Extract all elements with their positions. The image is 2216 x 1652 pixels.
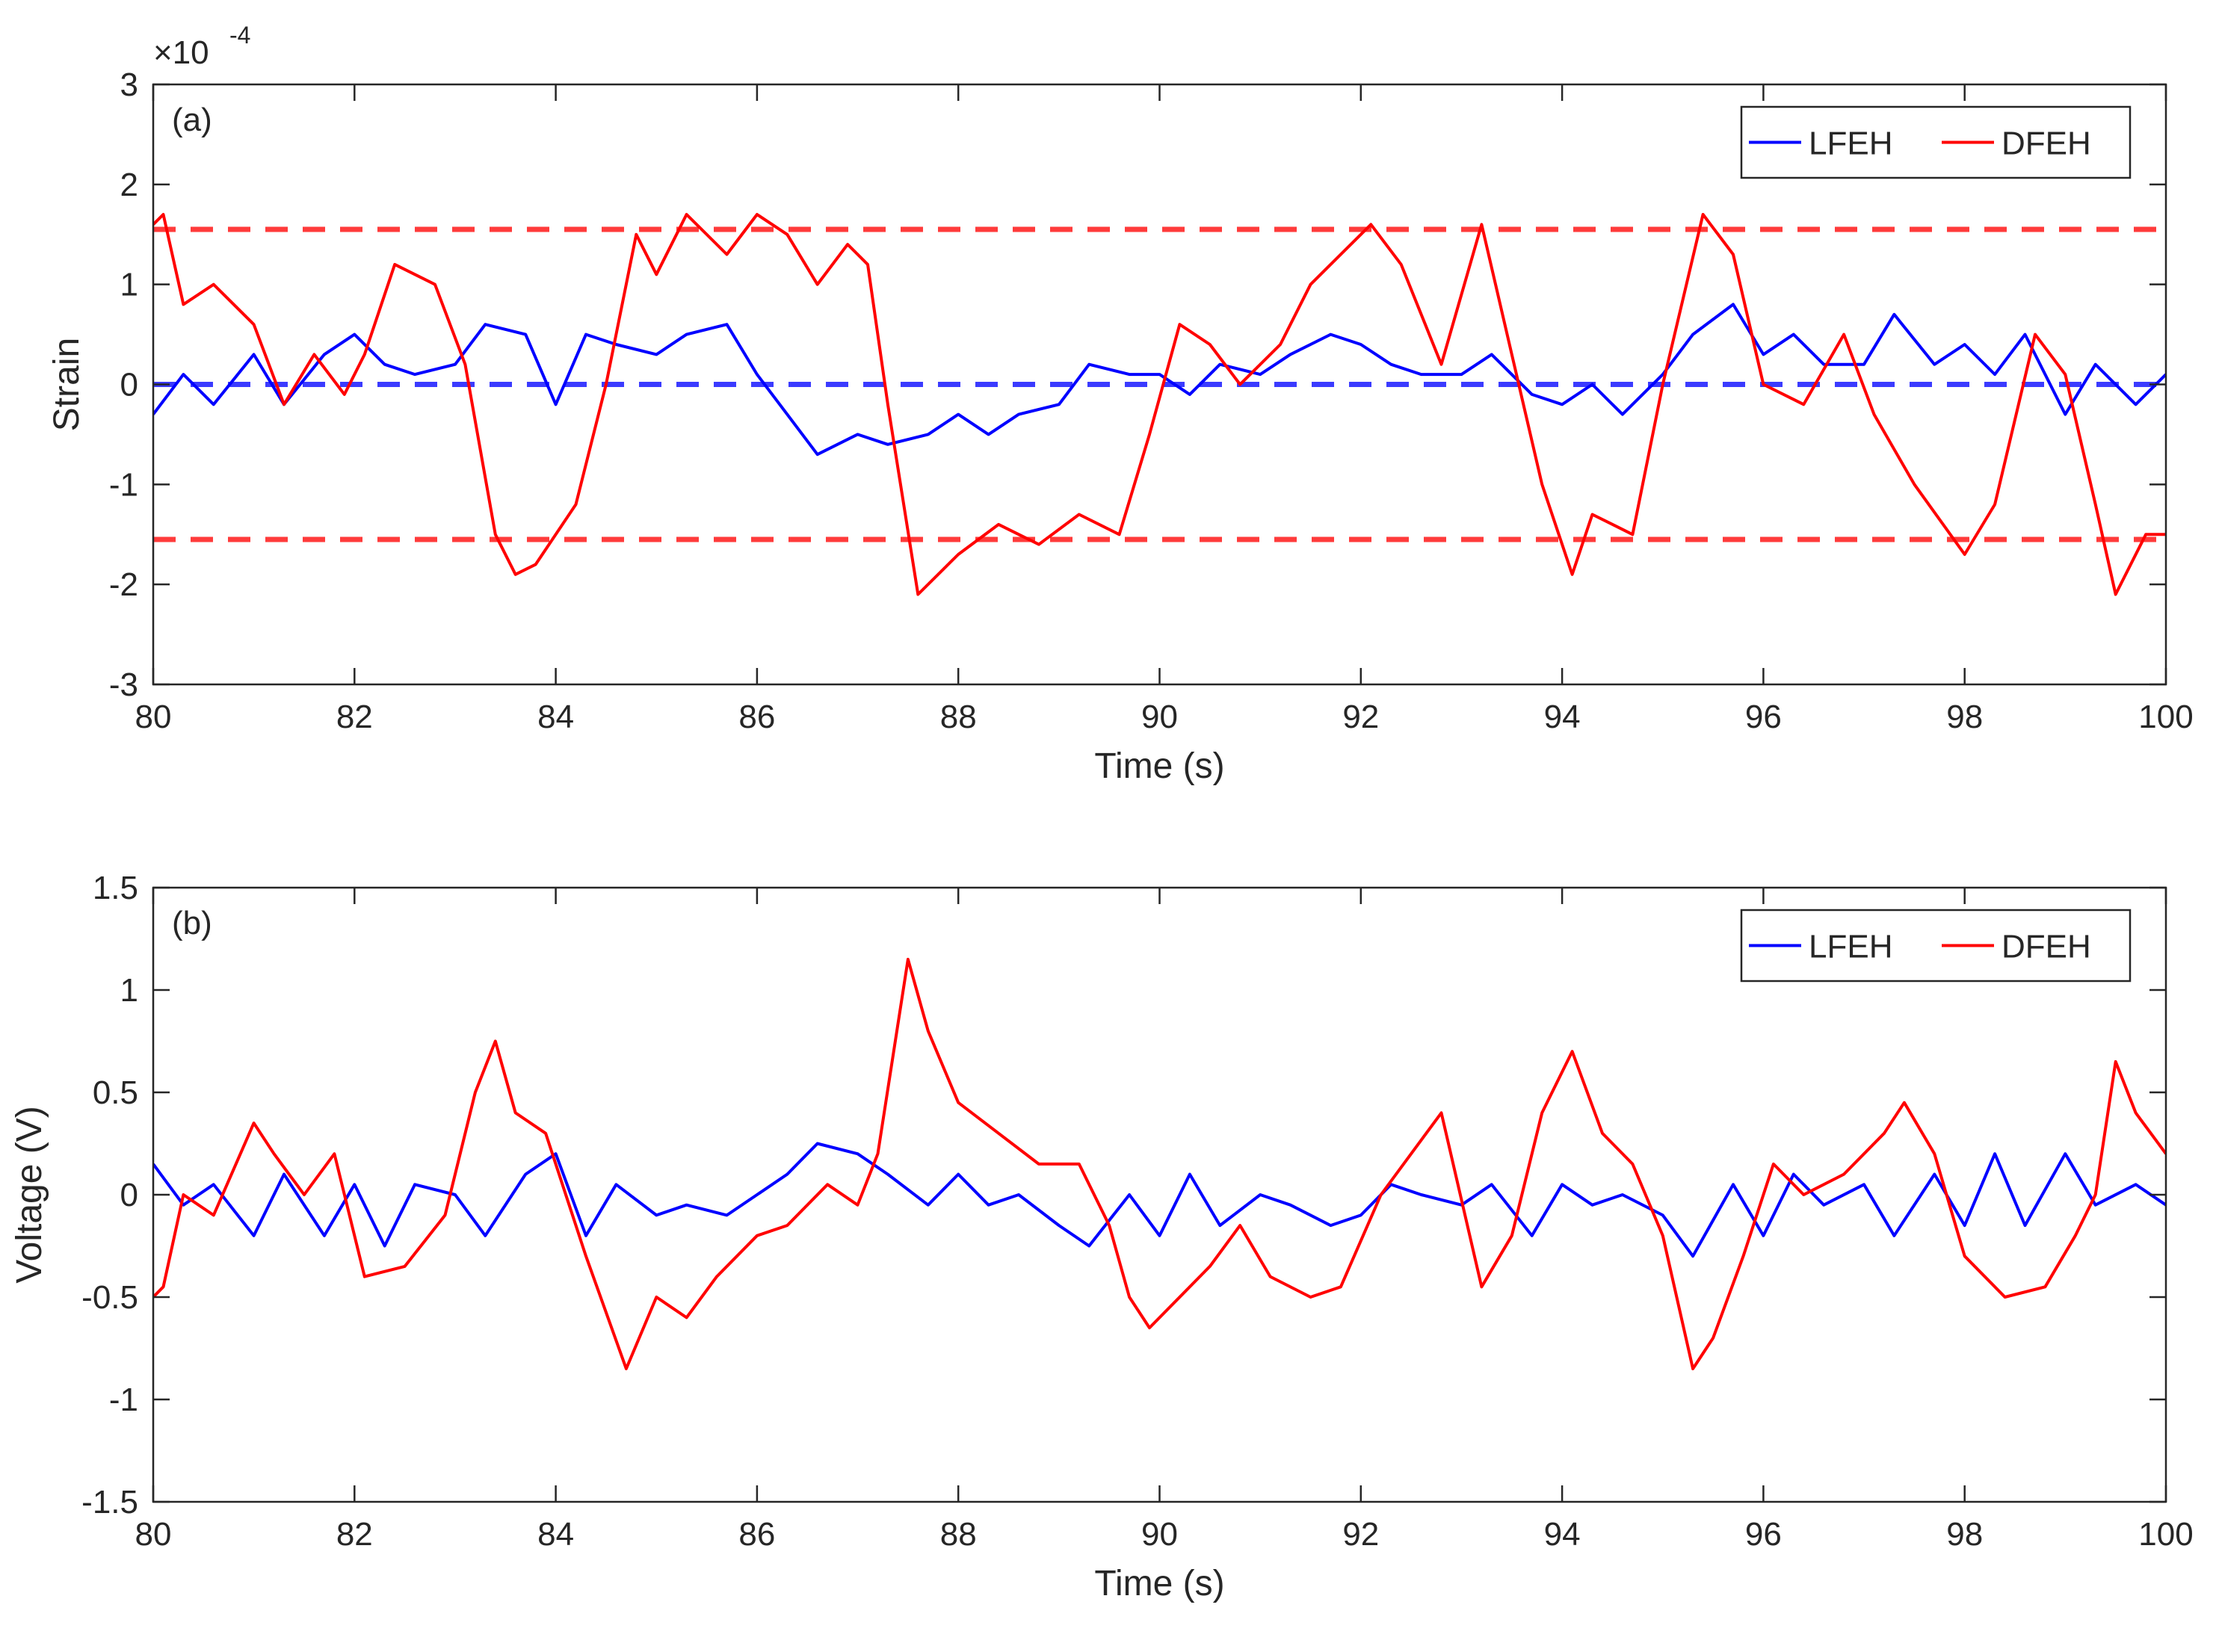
- x-tick-label: 90: [1141, 699, 1178, 735]
- strain-panel: 80 82 84 86 88 90 92 94 96 98 100 -3 -2 -1 0 1 2 3 Time (s…: [47, 22, 2194, 786]
- y-tick-label: 1: [120, 267, 138, 303]
- x-tick-label: 92: [1342, 1516, 1379, 1553]
- legend: LFEH DFEH: [1740, 105, 2132, 179]
- legend-box: [1740, 105, 2132, 179]
- y-tick-label: 3: [120, 66, 138, 103]
- y-tick-label: -3: [109, 666, 138, 703]
- x-tick-label: 80: [135, 699, 172, 735]
- x-tick-label: 94: [1544, 1516, 1581, 1553]
- x-tick-label: 88: [940, 699, 977, 735]
- x-tick-label: 86: [738, 699, 775, 735]
- y-tick-label: -1: [109, 1382, 138, 1418]
- x-tick-label: 82: [336, 1516, 373, 1553]
- y-tick-label: -2: [109, 566, 138, 603]
- y-tick-label: -0.5: [81, 1279, 138, 1316]
- series-line-dfeh: [153, 957, 2166, 1370]
- series-line-lfeh: [153, 303, 2166, 457]
- x-tick-label: 96: [1745, 699, 1782, 735]
- y-tick-label: 0: [120, 1177, 138, 1213]
- x-tick-label: 90: [1141, 1516, 1178, 1553]
- legend-label-lfeh: LFEH: [1809, 929, 1892, 965]
- x-axis-title: Time (s): [1094, 1564, 1224, 1603]
- y-axis-title: Strain: [47, 338, 87, 431]
- y-tick-label: -1.5: [81, 1484, 138, 1520]
- y-axis-title: Voltage (V): [10, 1106, 49, 1283]
- x-tick-label: 100: [2138, 699, 2193, 735]
- y-tick-label: 1.5: [93, 870, 138, 906]
- x-tick-label: 84: [537, 699, 574, 735]
- series-group: [153, 213, 2166, 596]
- voltage-panel: 80 82 84 86 88 90 92 94 96 98 100 -1.5 -1 -0.5 0 0.5 1 1.…: [10, 870, 2194, 1603]
- x-tick-label: 86: [738, 1516, 775, 1553]
- x-tick-label: 94: [1544, 699, 1581, 735]
- y-scale-factor: ×10: [153, 34, 209, 71]
- x-tick-label: 98: [1946, 1516, 1983, 1553]
- x-tick-label: 88: [940, 1516, 977, 1553]
- y-tick-label: 2: [120, 167, 138, 203]
- x-tick-label: 96: [1745, 1516, 1782, 1553]
- legend-label-lfeh: LFEH: [1809, 126, 1892, 162]
- y-tick-label: 0.5: [93, 1074, 138, 1111]
- x-tick-label: 100: [2138, 1516, 2193, 1553]
- y-tick-label: 0: [120, 367, 138, 403]
- plot-area: [153, 84, 2166, 684]
- y-scale-exponent: -4: [229, 22, 250, 49]
- panel-label: (b): [172, 905, 212, 941]
- x-tick-label: 84: [537, 1516, 574, 1553]
- series-line-lfeh: [153, 1142, 2166, 1258]
- legend-label-dfeh: DFEH: [2002, 126, 2091, 162]
- panel-label: (a): [172, 102, 212, 138]
- legend-box: [1740, 909, 2132, 983]
- x-axis-title: Time (s): [1094, 746, 1224, 786]
- plot-area: [153, 888, 2166, 1502]
- x-tick-label: 80: [135, 1516, 172, 1553]
- y-tick-label: 1: [120, 972, 138, 1009]
- series-group: [153, 957, 2166, 1370]
- y-tick-label: -1: [109, 466, 138, 503]
- x-tick-label: 98: [1946, 699, 1983, 735]
- legend: LFEH DFEH: [1740, 909, 2132, 983]
- x-tick-label: 92: [1342, 699, 1379, 735]
- x-tick-label: 82: [336, 699, 373, 735]
- series-line-dfeh: [153, 213, 2166, 596]
- legend-label-dfeh: DFEH: [2002, 929, 2091, 965]
